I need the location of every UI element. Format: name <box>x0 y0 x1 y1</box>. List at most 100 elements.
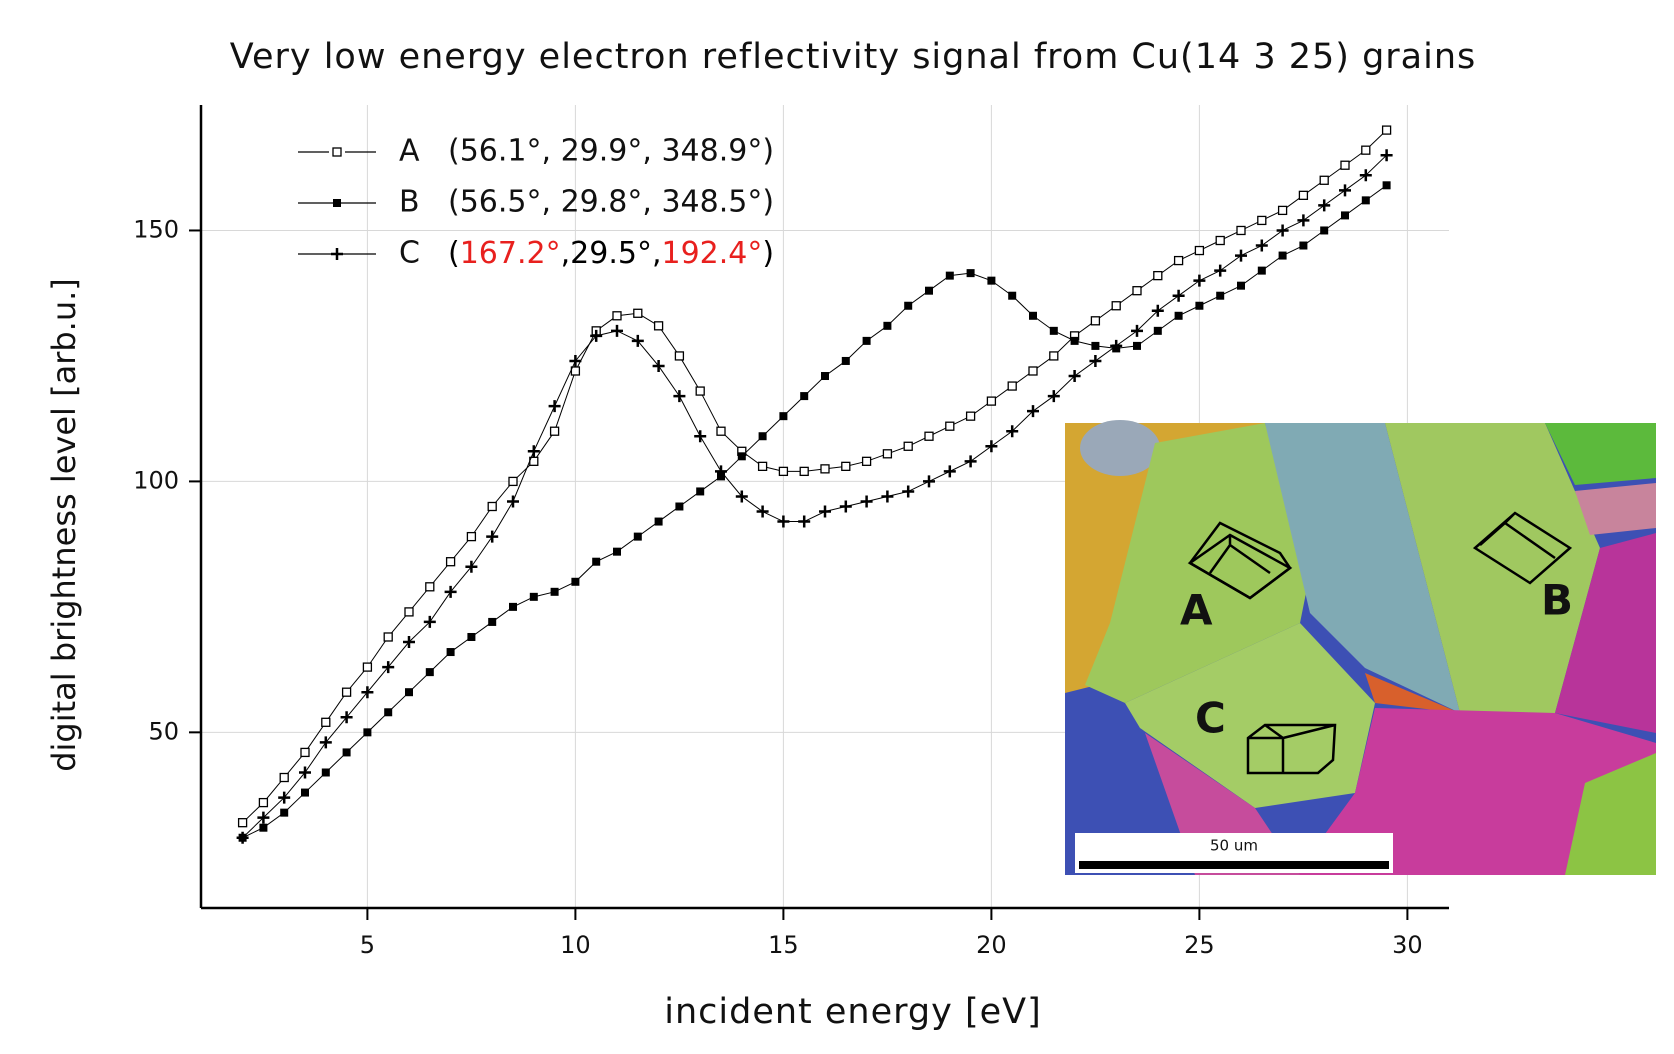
marker <box>1029 367 1037 375</box>
marker <box>881 490 893 502</box>
y-tick-label: 50 <box>148 717 179 745</box>
marker <box>1195 247 1203 255</box>
marker <box>738 452 746 460</box>
marker <box>488 503 496 511</box>
marker <box>819 506 831 518</box>
marker <box>1216 292 1224 300</box>
inset-map: A B C 50 um <box>1065 420 1656 875</box>
marker <box>341 711 353 723</box>
marker <box>486 531 498 543</box>
marker <box>655 518 663 526</box>
marker <box>759 432 767 440</box>
orientation-part: ,29.5°, <box>561 236 662 271</box>
marker <box>1008 382 1016 390</box>
marker <box>798 516 810 528</box>
x-tick-label: 5 <box>360 931 375 959</box>
grain-label: A <box>1180 586 1213 635</box>
legend: A(56.1°, 29.9°, 348.9°)B(56.5°, 29.8°, 3… <box>298 134 774 271</box>
marker <box>299 766 311 778</box>
marker <box>613 548 621 556</box>
marker <box>467 633 475 641</box>
marker <box>465 561 477 573</box>
marker <box>655 322 663 330</box>
marker <box>343 748 351 756</box>
marker <box>1050 327 1058 335</box>
marker <box>507 495 519 507</box>
marker <box>1175 257 1183 265</box>
marker <box>675 352 683 360</box>
marker <box>1299 242 1307 250</box>
marker <box>445 586 457 598</box>
legend-name: C <box>399 236 420 271</box>
legend-orientation: (56.5°, 29.8°, 348.5°) <box>448 185 774 220</box>
marker <box>965 455 977 467</box>
y-axis-label: digital brightness level [arb.u.] <box>45 278 83 772</box>
marker <box>331 248 343 260</box>
marker <box>301 748 309 756</box>
marker <box>861 495 873 507</box>
marker <box>280 774 288 782</box>
marker <box>1341 211 1349 219</box>
marker <box>1071 337 1079 345</box>
marker <box>653 360 665 372</box>
marker <box>1341 161 1349 169</box>
grain-label: C <box>1195 694 1226 743</box>
marker <box>1279 206 1287 214</box>
marker <box>696 487 704 495</box>
marker <box>800 392 808 400</box>
marker <box>382 661 394 673</box>
marker <box>925 432 933 440</box>
marker <box>569 355 581 367</box>
marker <box>1318 199 1330 211</box>
marker <box>967 412 975 420</box>
marker <box>863 457 871 465</box>
marker <box>384 708 392 716</box>
marker <box>634 309 642 317</box>
marker <box>1175 312 1183 320</box>
marker <box>1339 184 1351 196</box>
marker <box>944 465 956 477</box>
marker <box>384 633 392 641</box>
marker <box>1256 240 1268 252</box>
marker <box>779 412 787 420</box>
marker <box>1050 352 1058 360</box>
marker <box>821 465 829 473</box>
marker <box>405 688 413 696</box>
marker <box>1235 250 1247 262</box>
marker <box>757 506 769 518</box>
marker <box>842 462 850 470</box>
marker <box>736 490 748 502</box>
x-tick-label: 25 <box>1184 931 1215 959</box>
marker <box>551 588 559 596</box>
marker <box>634 533 642 541</box>
chart-title: Very low energy electron reflectivity si… <box>230 37 1477 77</box>
marker <box>322 768 330 776</box>
marker <box>904 302 912 310</box>
marker <box>301 789 309 797</box>
marker <box>530 593 538 601</box>
marker <box>320 736 332 748</box>
marker <box>447 648 455 656</box>
marker <box>883 450 891 458</box>
y-tick-label: 150 <box>133 215 179 243</box>
marker <box>1320 226 1328 234</box>
grain <box>1080 420 1160 476</box>
marker <box>1008 292 1016 300</box>
orientation-part: 192.4° <box>661 236 762 271</box>
marker <box>800 467 808 475</box>
marker <box>696 387 704 395</box>
x-axis-label: incident energy [eV] <box>664 992 1042 1032</box>
marker <box>259 824 267 832</box>
marker <box>946 422 954 430</box>
marker <box>777 516 789 528</box>
marker <box>1237 226 1245 234</box>
marker <box>1193 275 1205 287</box>
marker <box>715 465 727 477</box>
x-tick-label: 15 <box>768 931 799 959</box>
marker <box>1237 282 1245 290</box>
marker <box>1154 272 1162 280</box>
marker <box>1133 342 1141 350</box>
legend-name: B <box>399 185 420 220</box>
marker <box>1279 252 1287 260</box>
marker <box>509 603 517 611</box>
